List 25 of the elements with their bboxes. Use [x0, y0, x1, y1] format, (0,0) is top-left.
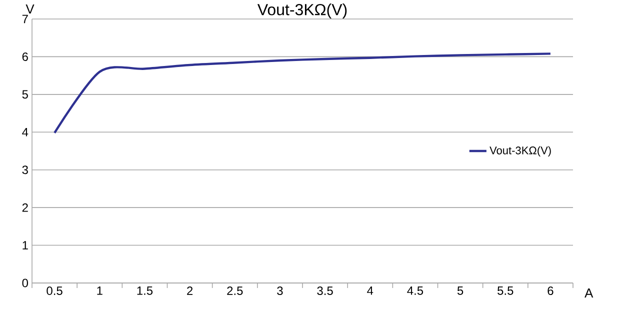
y-tick-label: 7 [22, 14, 28, 24]
x-tick-label: 5 [457, 286, 464, 295]
x-tick-label: 0.5 [46, 286, 62, 296]
y-tick-label: 2 [22, 203, 28, 212]
x-tick-label: 1 [97, 286, 102, 295]
x-tick-label: 2 [187, 286, 193, 295]
x-tick-label: 3.5 [317, 286, 333, 296]
y-tick-label: 1 [22, 241, 28, 250]
legend-label: Vout-3KΩ(V) [490, 146, 551, 156]
x-tick-label: 6 [548, 286, 554, 296]
x-tick-label: 5.5 [498, 286, 514, 295]
x-tick-label: 2.5 [227, 286, 243, 296]
x-axis-title: A [584, 288, 594, 298]
y-tick-label: 6 [22, 52, 28, 61]
line-series [53, 52, 552, 134]
x-tick-label: 1.5 [137, 286, 153, 295]
chart-title: Vout-3KΩ(V) [257, 4, 347, 18]
x-tick-label: 3 [277, 286, 283, 296]
x-tick-label: 4.5 [407, 286, 424, 295]
y-tick-label: 3 [22, 166, 28, 174]
y-axis-title: V [26, 4, 34, 14]
x-tick-label: 4 [367, 286, 374, 295]
y-tick-label: 5 [22, 90, 28, 99]
y-tick-label: 0 [22, 278, 28, 288]
y-tick-label: 4 [22, 128, 28, 136]
